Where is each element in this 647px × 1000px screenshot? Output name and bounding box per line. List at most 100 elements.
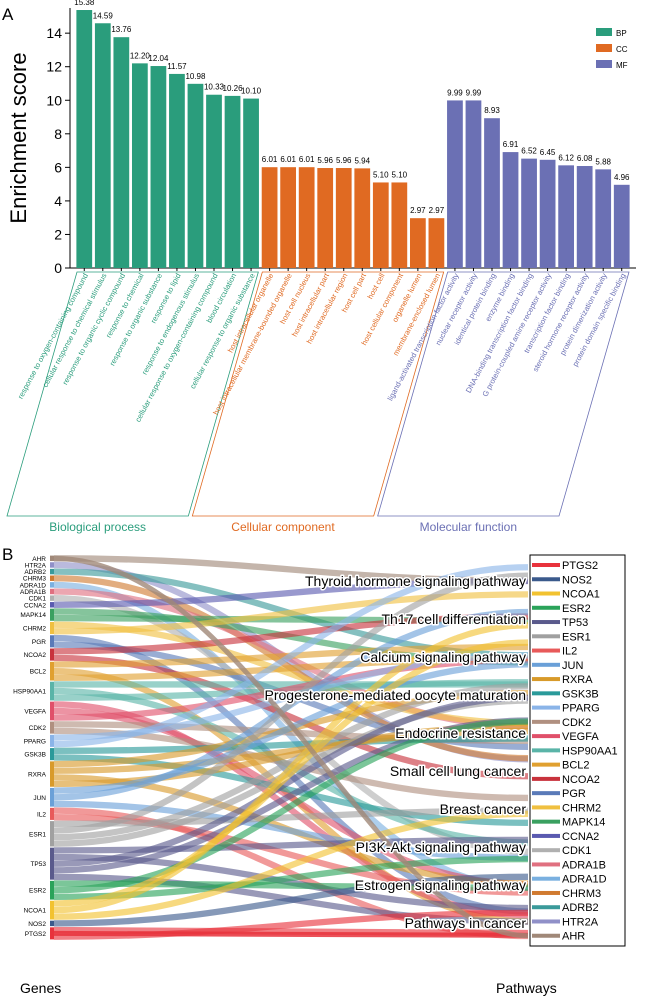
gene-label: PTGS2	[25, 931, 47, 938]
gene-node	[50, 927, 54, 940]
legend-label: CC	[616, 45, 628, 54]
bar-mf	[595, 169, 612, 268]
y-tick-label: 0	[54, 260, 62, 276]
bar-bp	[94, 23, 111, 269]
gene-label: VEGFA	[24, 708, 46, 715]
gene-node	[50, 582, 54, 588]
bar-value-label: 6.01	[280, 155, 296, 164]
sankey-ribbon	[53, 694, 529, 867]
legend-swatch-mf	[596, 60, 612, 68]
legend-color-bar	[532, 577, 560, 582]
sankey-ribbon	[53, 718, 529, 894]
bar-cc	[372, 182, 389, 268]
legend-color-bar	[532, 705, 560, 710]
panel-a-label: A	[2, 5, 14, 24]
bar-value-label: 8.93	[484, 106, 500, 115]
gene-label: ESR2	[29, 888, 46, 895]
gene-node	[50, 787, 54, 807]
sankey-ribbon	[53, 555, 529, 939]
gene-node	[50, 880, 54, 900]
bar-bp	[113, 37, 130, 268]
bar-value-label: 6.45	[540, 148, 556, 157]
pathway-label: Endocrine resistance	[395, 725, 526, 741]
bar-mf	[576, 166, 593, 268]
gene-label: ADRB2	[24, 569, 46, 576]
gene-label: HSP90AA1	[13, 689, 46, 696]
legend-color-bar	[532, 591, 560, 596]
pathway-label: Small cell lung cancer	[390, 763, 527, 779]
bar-mf	[484, 118, 500, 268]
gene-label: NCOA1	[24, 908, 47, 915]
legend-color-bar	[532, 734, 560, 739]
bar-cc	[298, 167, 315, 268]
bar-value-label: 15.38	[74, 0, 95, 7]
legend-color-bar	[532, 776, 560, 781]
legend-color-bar	[532, 620, 560, 625]
legend-gene-label: NCOA2	[562, 774, 600, 786]
y-tick-label: 4	[54, 193, 62, 209]
gene-label: ADRA1B	[20, 589, 46, 596]
pathway-label: Th17 cell differentiation	[382, 611, 527, 627]
legend-color-bar	[532, 662, 560, 667]
bar-value-label: 9.99	[466, 88, 482, 97]
bar-value-label: 9.99	[447, 88, 463, 97]
legend-color-bar	[532, 905, 560, 910]
bar-mf	[465, 100, 482, 268]
y-tick-label: 12	[46, 59, 62, 75]
gene-node	[50, 847, 54, 880]
group-label: Molecular function	[420, 520, 517, 534]
y-tick-label: 8	[54, 126, 62, 142]
gene-label: MAPK14	[20, 612, 46, 619]
sankey-ribbon	[53, 622, 529, 914]
pathway-label: Pathways in cancer	[405, 915, 527, 931]
legend-gene-label: CDK1	[562, 845, 591, 857]
bar-value-label: 6.01	[262, 155, 278, 164]
legend-gene-label: MAPK14	[562, 817, 605, 829]
pathway-label: PI3K-Akt signaling pathway	[356, 839, 526, 855]
gene-label: PGR	[32, 639, 46, 646]
bar-value-label: 4.96	[614, 173, 630, 182]
gene-node	[50, 701, 54, 721]
bar-value-label: 10.98	[185, 72, 206, 81]
legend: BP CC MF	[596, 28, 628, 70]
y-tick-label: 2	[54, 226, 62, 242]
group-label: Cellular component	[231, 520, 335, 534]
bar-value-label: 14.59	[93, 11, 114, 20]
genes-axis-label: Genes	[20, 980, 61, 996]
gene-node	[50, 734, 54, 747]
bars: 15.38 response to oxygen-containing compo…	[6, 0, 630, 534]
sankey-ribbon	[53, 656, 529, 721]
legend-color-bar	[532, 563, 560, 567]
legend-color-bar	[532, 691, 560, 696]
gene-node	[50, 920, 54, 927]
gene-label: AHR	[32, 556, 46, 563]
gene-node	[50, 807, 54, 820]
gene-label: ADRA1D	[20, 582, 47, 589]
bar-value-label: 10.26	[223, 84, 244, 93]
legend-label: MF	[616, 61, 628, 70]
bar-cc	[354, 168, 371, 268]
legend-gene-label: CHRM2	[562, 802, 601, 814]
gene-node	[50, 602, 54, 608]
y-tick-label: 10	[46, 92, 62, 108]
legend-gene-label: IL2	[562, 646, 577, 658]
gene-label: CHRM3	[23, 576, 46, 583]
bar-bp	[169, 73, 185, 268]
gene-label: TP53	[30, 861, 46, 868]
bar-value-label: 12.20	[130, 51, 151, 60]
legend-gene-label: JUN	[562, 660, 583, 672]
pathway-label: Breast cancer	[440, 801, 527, 817]
bar-value-label: 5.96	[317, 156, 333, 165]
gene-node	[50, 748, 54, 761]
legend-color-bar	[532, 634, 560, 639]
bar-bp	[224, 95, 241, 268]
pathway-label: Thyroid hormone signaling pathway	[305, 573, 526, 589]
bar-cc	[261, 167, 278, 268]
bar-value-label: 6.52	[521, 147, 537, 156]
gene-label: ESR1	[29, 831, 46, 838]
sankey-ribbon	[53, 564, 529, 748]
gene-label: HTR2A	[25, 562, 47, 569]
legend-color-bar	[532, 677, 560, 682]
bar-value-label: 5.10	[373, 170, 389, 179]
